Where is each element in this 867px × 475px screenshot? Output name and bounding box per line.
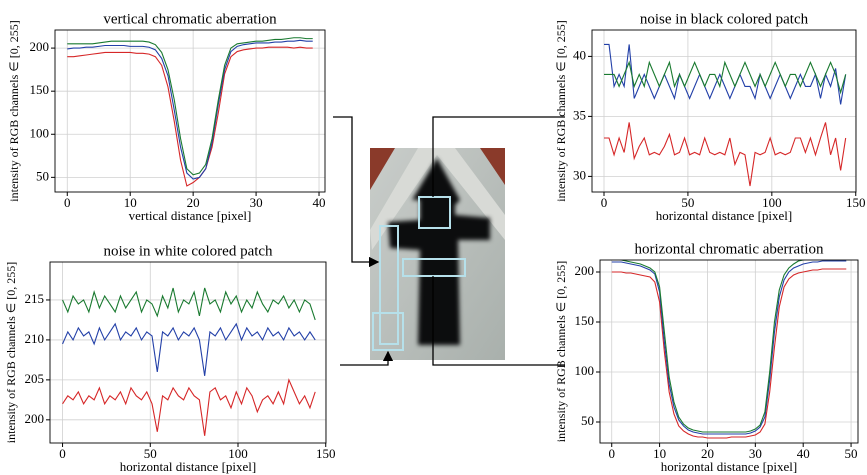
y-axis-label: intensity of RGB channels ∈ [0, 255]: [554, 261, 568, 442]
data-line: [604, 43, 847, 105]
x-tick-label: 0: [608, 446, 615, 461]
x-axis-label: horizontal distance [pixel]: [120, 459, 256, 474]
sign-image: [370, 148, 505, 360]
y-axis-label: intensity of RGB channels ∈ [0, 255]: [4, 262, 18, 443]
data-line: [67, 46, 313, 187]
x-axis-label: vertical distance [pixel]: [129, 208, 252, 223]
data-line: [67, 39, 313, 180]
y-tick-label: 200: [575, 263, 595, 278]
x-tick-label: 40: [797, 446, 810, 461]
x-tick-label: 10: [653, 446, 666, 461]
x-tick-label: 50: [144, 446, 157, 461]
x-tick-label: 0: [59, 446, 66, 461]
x-tick-label: 50: [845, 446, 858, 461]
plot-frame: [54, 29, 326, 193]
y-tick-label: 200: [30, 39, 50, 54]
y-axis-label: intensity of RGB channels ∈ [0, 255]: [7, 20, 21, 201]
y-tick-label: 150: [30, 82, 50, 97]
x-tick-label: 20: [187, 195, 200, 210]
y-tick-label: 200: [25, 411, 45, 426]
y-tick-label: 100: [575, 363, 595, 378]
y-tick-label: 50: [36, 168, 49, 183]
x-tick-label: 10: [124, 195, 137, 210]
data-line: [67, 37, 313, 176]
y-tick-label: 35: [573, 107, 586, 122]
chart-title: noise in white colored patch: [103, 243, 273, 259]
data-line: [604, 122, 847, 187]
connectors: [333, 116, 565, 366]
data-line: [62, 287, 316, 321]
chart-title: horizontal chromatic aberration: [634, 241, 824, 257]
y-tick-label: 210: [25, 331, 45, 346]
data-line: [611, 260, 847, 435]
x-tick-label: 150: [846, 195, 866, 210]
chart-title: vertical chromatic aberration: [103, 11, 277, 27]
x-axis-label: horizontal distance [pixel]: [656, 208, 792, 223]
x-tick-label: 150: [316, 446, 336, 461]
plot-frame: [591, 29, 857, 193]
y-tick-label: 215: [25, 291, 45, 306]
x-tick-label: 40: [313, 195, 326, 210]
y-tick-label: 30: [573, 167, 586, 182]
x-tick-label: 100: [762, 195, 782, 210]
data-line: [604, 60, 847, 95]
chart-title: noise in black colored patch: [640, 11, 809, 27]
x-tick-label: 20: [701, 446, 714, 461]
x-tick-label: 100: [228, 446, 248, 461]
plot-frame: [49, 261, 327, 444]
x-tick-label: 0: [601, 195, 608, 210]
data-line: [611, 268, 847, 439]
y-tick-label: 40: [573, 47, 586, 62]
x-tick-label: 50: [681, 195, 694, 210]
y-axis-label: intensity of RGB channels ∈ [0, 255]: [554, 20, 568, 201]
plot-frame: [599, 259, 859, 444]
x-axis-label: horizontal distance [pixel]: [661, 459, 797, 474]
y-tick-label: 150: [575, 313, 595, 328]
x-tick-label: 0: [64, 195, 71, 210]
y-tick-label: 100: [30, 125, 50, 140]
data-line: [62, 378, 316, 436]
x-tick-label: 30: [749, 446, 762, 461]
y-tick-label: 205: [25, 371, 45, 386]
data-line: [62, 322, 316, 376]
y-tick-label: 50: [581, 413, 594, 428]
x-tick-label: 30: [250, 195, 263, 210]
data-line: [618, 260, 806, 433]
